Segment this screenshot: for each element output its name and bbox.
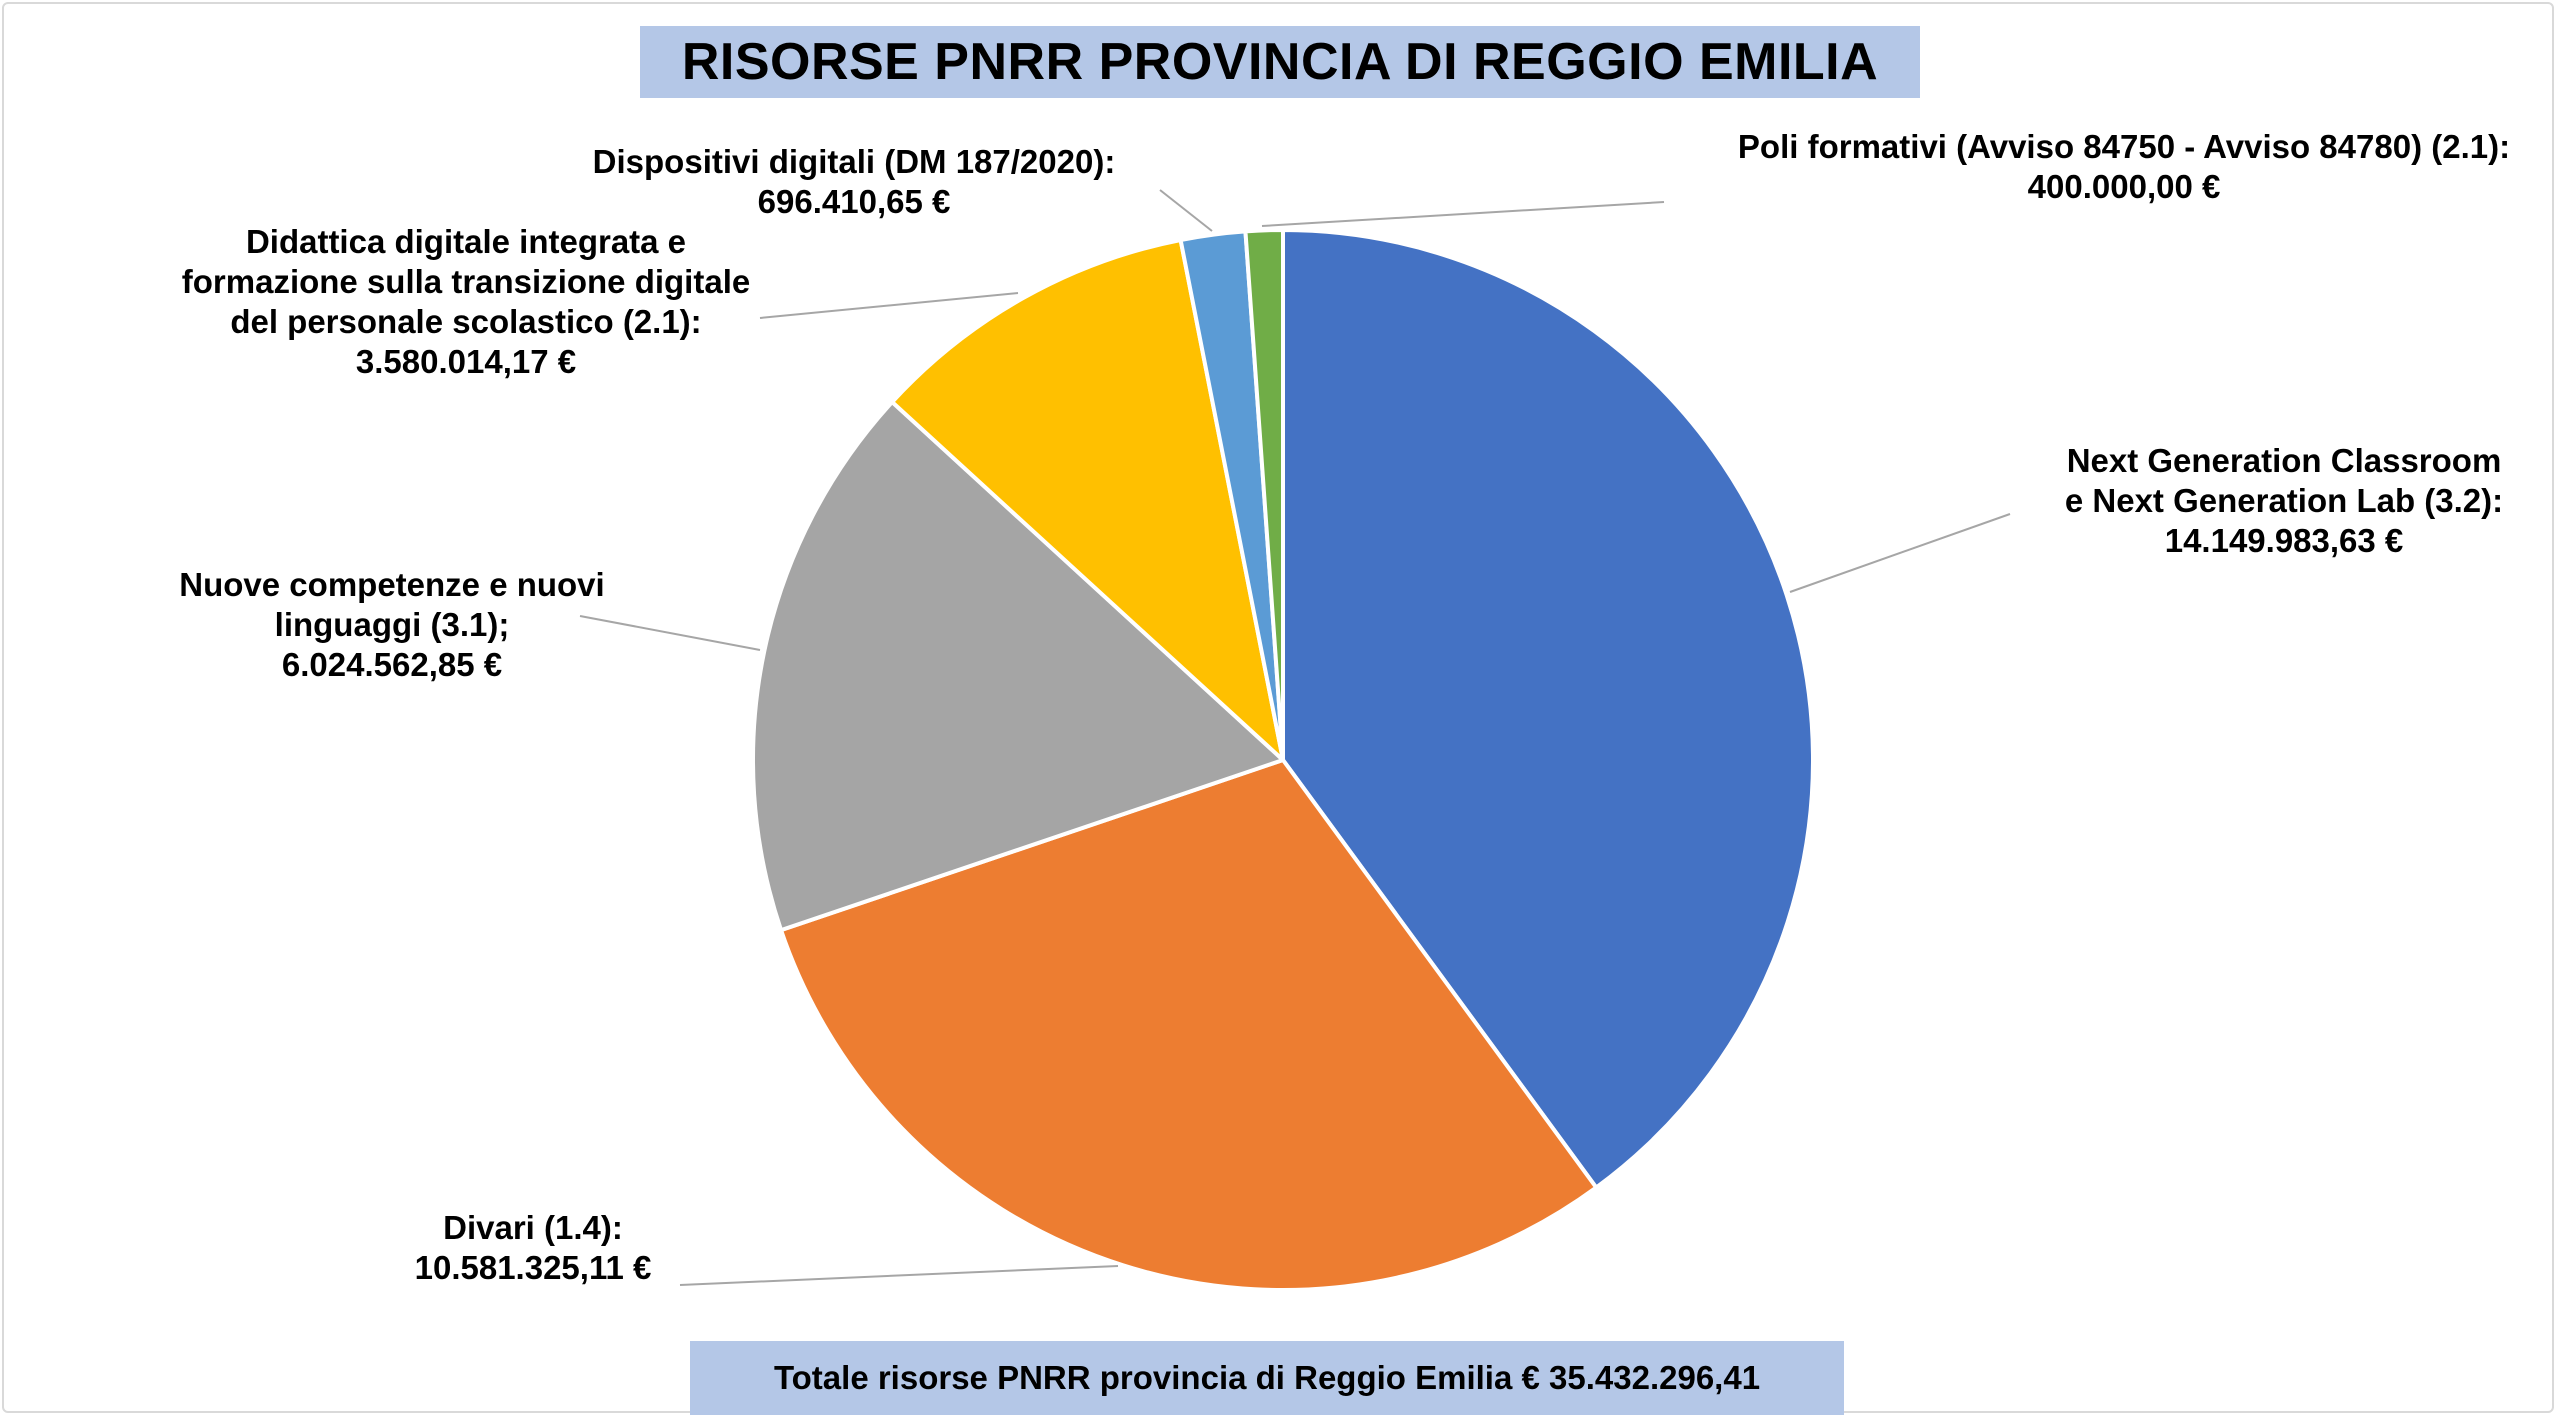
- chart-title: RISORSE PNRR PROVINCIA DI REGGIO EMILIA: [681, 33, 1879, 91]
- leader-line-6: [1261, 201, 1665, 227]
- slice-label-3: Nuove competenze e nuovi linguaggi (3.1);…: [179, 566, 604, 683]
- leader-line-5: [1159, 189, 1213, 232]
- slice-label-line: del personale scolastico (2.1):: [230, 303, 701, 340]
- leader-line-3: [579, 615, 761, 651]
- slice-label-line: Divari (1.4):: [443, 1209, 623, 1246]
- total-label: Totale risorse PNRR provincia di Reggio …: [773, 1359, 1761, 1396]
- slice-value-2: 10.581.325,11 €: [415, 1249, 652, 1286]
- leader-line-1: [1789, 513, 2011, 593]
- slice-label-line: Dispositivi digitali (DM 187/2020):: [593, 143, 1116, 180]
- slice-value-1: 14.149.983,63 €: [2165, 522, 2404, 559]
- pie-slice-6: [1243, 228, 1285, 762]
- slice-label-6: Poli formativi (Avviso 84750 - Avviso 84…: [1738, 128, 2510, 205]
- pie-labels: Next Generation Classroom e Next Generati…: [179, 128, 2510, 1286]
- slice-value-4: 3.580.014,17 €: [356, 343, 576, 380]
- chart-title-box: RISORSE PNRR PROVINCIA DI REGGIO EMILIA: [640, 26, 1920, 98]
- slice-label-line: Nuove competenze e nuovi: [179, 566, 604, 603]
- pie-slice-1: [1281, 228, 1815, 1190]
- slice-label-5: Dispositivi digitali (DM 187/2020): 696.4…: [593, 143, 1116, 220]
- slice-label-line: Next Generation Classroom: [2067, 442, 2502, 479]
- slice-label-2: Divari (1.4): 10.581.325,11 €: [415, 1209, 652, 1286]
- pie-slice-2: [779, 758, 1599, 1292]
- slice-label-1: Next Generation Classroom e Next Generati…: [2065, 442, 2503, 559]
- leader-line-4: [759, 292, 1019, 319]
- total-box: Totale risorse PNRR provincia di Reggio …: [690, 1341, 1844, 1415]
- pie-slice-4: [890, 237, 1285, 762]
- slice-label-line: linguaggi (3.1);: [275, 606, 510, 643]
- slice-value-3: 6.024.562,85 €: [282, 646, 502, 683]
- slice-label-line: e Next Generation Lab (3.2):: [2065, 482, 2503, 519]
- pie-slices: [751, 228, 1815, 1292]
- slice-label-line: Didattica digitale integrata e: [246, 223, 686, 260]
- slice-label-line: Poli formativi (Avviso 84750 - Avviso 84…: [1738, 128, 2510, 165]
- slice-label-4: Didattica digitale integrata e formazione…: [182, 223, 750, 380]
- pie-slice-3: [751, 400, 1285, 933]
- slice-label-line: formazione sulla transizione digitale: [182, 263, 750, 300]
- leader-line-2: [679, 1265, 1119, 1286]
- slice-value-5: 696.410,65 €: [758, 183, 951, 220]
- slice-value-6: 400.000,00 €: [2028, 168, 2221, 205]
